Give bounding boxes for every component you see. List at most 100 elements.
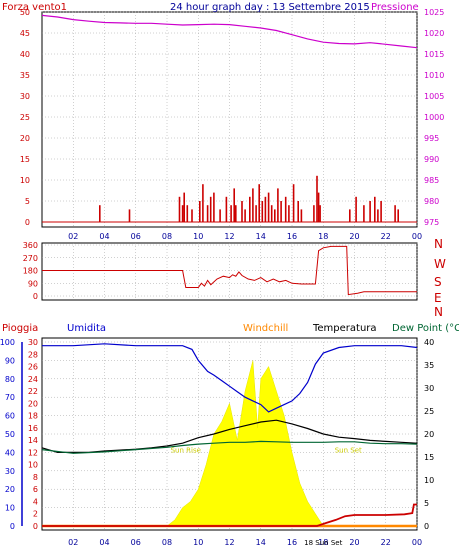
dewpoint-line [41, 440, 418, 454]
direction-y-tick: 360 [23, 241, 38, 250]
rain-line [42, 503, 417, 527]
rain-y-tick: 30 [28, 338, 38, 347]
weather-x-tick: 14 [256, 538, 266, 547]
wind-bar [363, 205, 365, 222]
temperature-y-tick: 10 [424, 476, 434, 485]
rain-y-tick: 18 [28, 412, 38, 421]
wind-bar [316, 175, 318, 222]
pressure-line [41, 14, 418, 49]
compass-label: W [434, 257, 446, 271]
rain-y-tick: 0 [33, 522, 38, 531]
humidity-y-tick: 50 [5, 430, 15, 439]
pressure-y-tick: 985 [424, 176, 439, 185]
rain-legend: Pioggia [2, 323, 38, 334]
temperature-y-tick: 20 [424, 430, 434, 439]
wind-y-tick: 50 [20, 8, 30, 17]
chart-title: 24 hour graph day : 13 Settembre 2015 [170, 2, 370, 13]
weather-x-tick: 04 [99, 538, 109, 547]
wind-bar [267, 192, 270, 222]
humidity-y-tick: 30 [5, 467, 15, 476]
wind-bar [249, 196, 251, 222]
humidity-y-tick: 20 [5, 485, 15, 494]
humidity-y-tick: 40 [5, 448, 15, 457]
temperature-line [41, 419, 418, 453]
weather-x-tick: 22 [381, 538, 391, 547]
humidity-legend: Umidita [67, 323, 106, 334]
wind-bar [319, 205, 321, 222]
rain-y-tick: 12 [28, 448, 38, 457]
rain-y-tick: 20 [28, 399, 38, 408]
wind-y-tick: 15 [20, 155, 30, 164]
wind-y-tick: 40 [20, 50, 30, 59]
wind-bar [209, 196, 212, 222]
pressure-y-tick: 1025 [424, 8, 444, 17]
wind-x-tick: 22 [381, 232, 391, 241]
wind-y-tick: 45 [20, 29, 30, 38]
weather-x-tick: 10 [193, 538, 203, 547]
wind-panel-frame [41, 11, 418, 228]
rain-y-tick: 4 [33, 497, 38, 506]
wind-bar [191, 209, 193, 222]
wind-bar [178, 196, 181, 222]
wind-bar [202, 184, 204, 222]
wind-bar [206, 205, 209, 222]
wind-bar [233, 188, 235, 222]
wind-bar [397, 209, 399, 222]
rain-y-tick: 22 [28, 387, 38, 396]
wind-y-tick: 35 [20, 71, 30, 80]
wind-bar [258, 184, 260, 222]
wind-bar [284, 196, 287, 222]
wind-bar [355, 196, 357, 222]
weather-x-tick: 08 [162, 538, 172, 547]
wind-bar [292, 184, 295, 222]
wind-y-tick: 30 [20, 92, 30, 101]
wind-bar [244, 209, 246, 222]
rain-y-tick: 16 [28, 424, 38, 433]
wind-x-tick: 12 [224, 232, 234, 241]
wind-bar [255, 205, 257, 222]
pressure-y-tick: 980 [424, 197, 439, 206]
compass-label: S [434, 275, 442, 289]
wind-bar [369, 201, 371, 222]
pressure-y-tick: 975 [424, 218, 439, 227]
wind-y-tick: 0 [25, 218, 30, 227]
compass-label: N [434, 237, 443, 251]
wind-bar [288, 205, 290, 222]
wind-x-tick: 20 [349, 232, 359, 241]
wind-bar [186, 205, 189, 222]
temperature-legend: Temperatura [312, 323, 377, 334]
weather-x-tick: 20 [349, 538, 359, 547]
pressure-y-tick: 1000 [424, 113, 444, 122]
solar-radiation-area [166, 360, 324, 527]
rain-y-tick: 28 [28, 350, 38, 359]
weather-x-tick: 00 [412, 538, 422, 547]
temperature-y-tick: 30 [424, 384, 434, 393]
humidity-y-tick: 80 [5, 375, 15, 384]
wind-bar [128, 209, 131, 222]
wind-y-tick: 20 [20, 134, 30, 143]
pressure-axis-title: Pressione [371, 2, 419, 13]
wind-bar [252, 188, 254, 222]
wind-bar [349, 209, 351, 222]
temperature-y-tick: 35 [424, 361, 434, 370]
wind-bar [274, 209, 276, 222]
wind-x-tick: 02 [68, 232, 78, 241]
compass-label: E [434, 291, 442, 305]
weather-x-tick: 18 [318, 538, 328, 547]
wind-x-tick: 06 [131, 232, 141, 241]
temperature-y-tick: 5 [424, 499, 429, 508]
wind-bar [225, 196, 228, 222]
wind-bar [199, 201, 201, 222]
wind-x-tick: 08 [162, 232, 172, 241]
wind-bar [374, 196, 376, 222]
wind-bar [377, 209, 379, 222]
wind-bar [317, 192, 320, 222]
wind-y-tick: 5 [25, 197, 30, 206]
rain-y-tick: 24 [28, 375, 38, 384]
windchill-legend: Windchill [243, 323, 288, 334]
wind-x-tick: 00 [412, 232, 422, 241]
rain-y-tick: 10 [28, 461, 38, 470]
weather-x-tick: 12 [224, 538, 234, 547]
humidity-y-tick: 10 [5, 504, 15, 513]
